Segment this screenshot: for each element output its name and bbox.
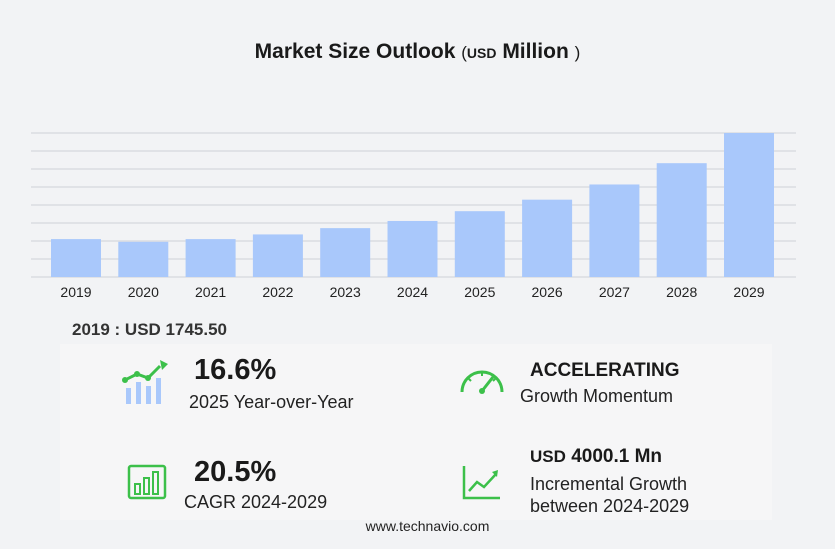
x-tick-2028: 2028: [666, 284, 697, 300]
footer-url: www.technavio.com: [365, 518, 490, 534]
title-unit-usd: USD: [466, 45, 497, 61]
chart-title: Market Size Outlook (USD Million ): [0, 40, 835, 64]
x-tick-2025: 2025: [464, 284, 495, 300]
bar-2026: [522, 199, 573, 277]
bar-2022: [252, 234, 303, 277]
x-tick-2019: 2019: [60, 284, 91, 300]
x-tick-2023: 2023: [330, 284, 361, 300]
stats-card: [60, 344, 772, 520]
cagr-value: 20.5%: [194, 456, 277, 488]
x-tick-2020: 2020: [128, 284, 159, 300]
bar-2025: [454, 211, 505, 277]
incremental-amount: 4000.1 Mn: [571, 446, 663, 467]
title-unit-scale: Million: [502, 40, 569, 63]
chart-bars: [51, 133, 774, 277]
x-tick-2024: 2024: [397, 284, 428, 300]
incremental-usd: USD: [530, 447, 566, 466]
bar-2020: [118, 241, 169, 277]
incremental-value: USD 4000.1 Mn: [530, 446, 662, 468]
bar-2029: [724, 133, 774, 277]
x-tick-2027: 2027: [599, 284, 630, 300]
x-tick-2029: 2029: [733, 284, 764, 300]
bar-chart-icon: [127, 464, 167, 500]
yoy-label: 2025 Year-over-Year: [189, 392, 354, 412]
cagr-label: CAGR 2024-2029: [184, 492, 328, 512]
x-tick-2026: 2026: [532, 284, 563, 300]
speedometer-icon: [460, 370, 504, 394]
title-paren-close: ): [574, 43, 581, 62]
bar-2024: [387, 220, 438, 277]
momentum-label: Growth Momentum: [520, 386, 674, 406]
incremental-label-line2: between 2024-2029: [530, 496, 690, 516]
yoy-value: 16.6%: [194, 354, 277, 386]
title-paren-open: (: [461, 43, 467, 62]
chart-x-tick-labels: 2019 2020 2021 2022 2023 2024 2025 2026 2027 2028…: [60, 284, 764, 300]
incremental-label-line1: Incremental Growth: [530, 474, 688, 494]
title-main: Market Size Outlook: [254, 40, 456, 63]
bar-2028: [656, 163, 707, 277]
x-tick-2022: 2022: [262, 284, 293, 300]
bar-2019: [51, 239, 101, 277]
bar-chart: 2019 2020 2021 2022 2023 2024 2025 2026 2027 2028…: [31, 132, 796, 300]
trend-line-icon: [462, 466, 500, 500]
growth-chart-icon: [122, 360, 168, 404]
bar-2021: [185, 239, 236, 277]
momentum-value: ACCELERATING: [530, 360, 680, 381]
base-year-value: 2019 : USD 1745.50: [72, 320, 227, 339]
bar-2023: [320, 228, 371, 277]
x-tick-2021: 2021: [195, 284, 226, 300]
bar-2027: [589, 184, 640, 277]
